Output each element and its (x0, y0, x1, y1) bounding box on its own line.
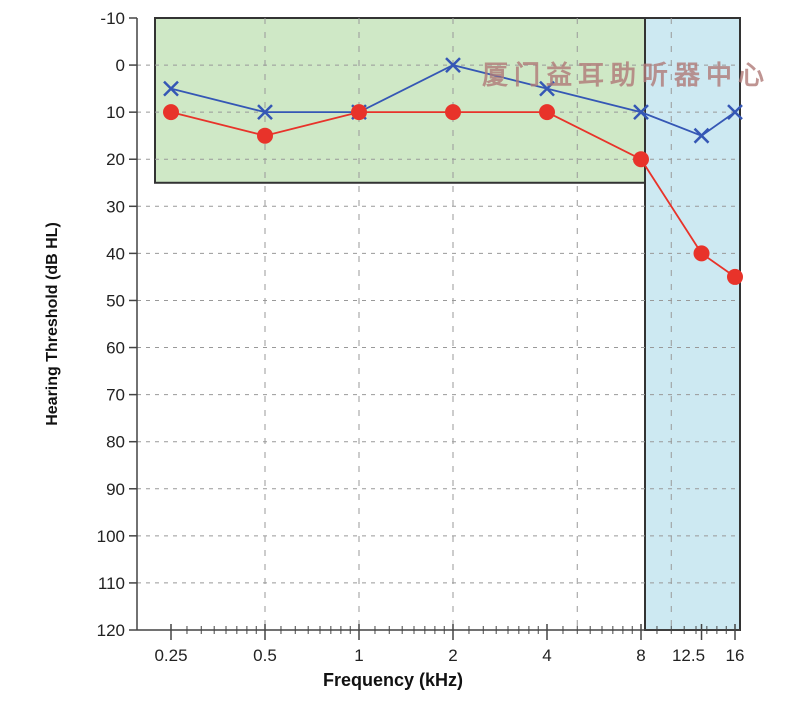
y-tick-label: 120 (97, 621, 125, 640)
y-tick-label: -10 (100, 9, 125, 28)
x-tick-label: 8 (636, 646, 645, 665)
left-ear-point (633, 104, 649, 121)
x-tick-label: 2 (448, 646, 457, 665)
left-ear-point (163, 80, 179, 97)
y-tick-label: 10 (106, 103, 125, 122)
left-ear-point (257, 104, 273, 121)
x-tick-label: 0.25 (154, 646, 187, 665)
x-tick-label: 16 (726, 646, 745, 665)
x-tick-label: 0.5 (253, 646, 277, 665)
right-ear-point (445, 104, 461, 121)
x-tick-label: 4 (542, 646, 551, 665)
right-ear-point (727, 268, 743, 285)
y-tick-label: 60 (106, 339, 125, 358)
right-ear-point (351, 104, 367, 121)
y-axis-label: Hearing Threshold (dB HL) (44, 222, 61, 426)
right-ear-point (693, 245, 710, 262)
x-tick-label: 12.5 (672, 646, 705, 665)
x-axis-label: Frequency (kHz) (323, 670, 463, 690)
y-tick-label: 70 (106, 386, 125, 405)
left-ear-point (445, 57, 461, 73)
y-tick-label: 20 (106, 150, 125, 169)
x-tick-label: 1 (354, 646, 363, 665)
right-ear-line (170, 111, 736, 278)
right-ear-point (633, 151, 649, 168)
y-tick-label: 40 (106, 244, 125, 263)
right-ear-point (163, 104, 179, 121)
region-normal-range (154, 17, 646, 184)
y-tick-label: 80 (106, 433, 125, 452)
y-tick-label: 100 (97, 527, 125, 546)
right-ear-point (539, 104, 555, 121)
watermark: 厦门益耳助听器中心 (482, 60, 770, 90)
left-ear-point (727, 104, 743, 121)
region-extended-high-frequency (644, 17, 741, 631)
y-tick-label: 90 (106, 480, 125, 499)
y-tick-label: 50 (106, 291, 125, 310)
right-ear-point (257, 127, 273, 144)
left-ear-line (170, 64, 736, 137)
y-tick-label: 30 (106, 197, 125, 216)
left-ear-point (539, 80, 555, 97)
left-ear-point (693, 127, 710, 144)
y-tick-label: 0 (116, 56, 125, 75)
y-tick-label: 110 (98, 574, 125, 593)
